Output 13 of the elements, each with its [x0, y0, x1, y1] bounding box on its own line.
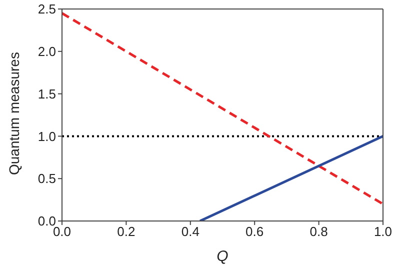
y-tick-label: 1.0 — [38, 128, 56, 144]
y-tick-label: 2.5 — [38, 2, 56, 17]
y-tick-label: 2.0 — [38, 44, 56, 60]
x-tick-label: 1.0 — [374, 224, 392, 240]
x-tick-label: 0.0 — [52, 224, 72, 240]
y-axis-title: Quantum measures — [6, 52, 22, 175]
x-tick-label: 0.4 — [181, 224, 200, 240]
y-tick-label: 1.5 — [38, 86, 56, 102]
x-tick-label: 0.8 — [310, 224, 328, 240]
x-tick-label: 0.6 — [246, 224, 264, 240]
x-axis-title: Q — [216, 248, 229, 265]
y-tick-label: 0.5 — [38, 171, 56, 186]
x-tick-label: 0.2 — [117, 224, 136, 240]
